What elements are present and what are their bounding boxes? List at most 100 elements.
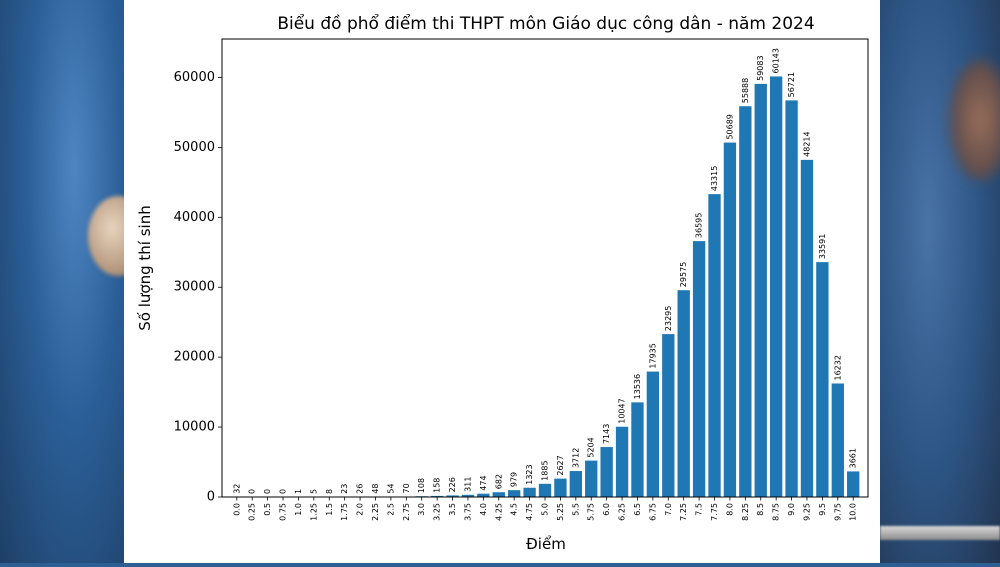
y-axis-label: Số lượng thí sinh [136,205,154,330]
bar-value-label: 55888 [741,78,750,103]
bar [662,334,674,497]
y-tick-label: 50000 [174,140,215,155]
x-tick-label: 7.25 [679,503,688,521]
bar-value-label: 23 [340,484,349,494]
bar-value-label: 36595 [695,213,704,238]
x-axis-label: Điểm [526,535,566,553]
x-tick-label: 5.75 [587,503,596,521]
x-tick-label: 6.25 [618,503,627,521]
y-tick-label: 0 [207,490,215,505]
x-tick-label: 7.5 [695,503,704,516]
x-tick-label: 3.0 [417,503,426,516]
x-tick-label: 1.25 [309,503,318,521]
x-tick-label: 2.0 [356,503,365,516]
bar [647,372,659,497]
bar-value-label: 29575 [679,262,688,287]
bar-value-label: 16232 [833,355,842,380]
x-tick-label: 9.75 [833,503,842,521]
bar [724,143,736,497]
bar-value-label: 50689 [725,114,734,139]
chart-title: Biểu đồ phổ điểm thi THPT môn Giáo dục c… [277,13,814,34]
score-distribution-chart: Biểu đồ phổ điểm thi THPT môn Giáo dục c… [124,0,880,563]
y-tick-label: 30000 [174,280,215,295]
bar-value-label: 0 [279,489,288,494]
x-tick-label: 9.25 [802,503,811,521]
x-tick-label: 8.0 [725,503,734,516]
y-tick-label: 60000 [174,70,215,85]
bar-value-label: 474 [479,475,488,490]
x-tick-label: 2.25 [371,503,380,521]
bar [493,492,505,497]
bar-value-label: 226 [448,477,457,492]
background-right [880,0,1000,563]
bar [708,194,720,497]
x-tick-label: 4.0 [479,503,488,516]
bar-value-label: 59083 [756,55,765,80]
x-tick-label: 4.5 [510,503,519,516]
x-tick-label: 3.5 [448,503,457,516]
bar-value-label: 311 [463,477,472,492]
bar-value-label: 60143 [772,48,781,73]
x-tick-label: 6.75 [648,503,657,521]
bar [600,447,612,497]
bar-value-label: 5 [309,489,318,494]
chart-panel: Biểu đồ phổ điểm thi THPT môn Giáo dục c… [124,0,880,563]
bar [832,384,844,498]
y-tick-label: 20000 [174,350,215,365]
x-tick-label: 10.0 [849,503,858,521]
bar [755,84,767,497]
background-left [0,0,124,563]
bar [770,76,782,497]
bar-value-label: 70 [402,483,411,493]
bar [785,100,797,497]
background-stripe [880,526,1000,540]
bar-value-label: 3712 [571,448,580,468]
x-tick-label: 3.25 [433,503,442,521]
bar-value-label: 682 [494,474,503,489]
bar-value-label: 1885 [541,460,550,480]
x-tick-label: 8.5 [756,503,765,516]
bar-value-label: 32 [232,484,241,494]
x-tick-label: 7.75 [710,503,719,521]
bar [616,427,628,497]
y-tick-label: 10000 [174,420,215,435]
bar-value-label: 23295 [664,306,673,331]
bar-value-label: 48 [371,483,380,493]
x-tick-label: 8.75 [772,503,781,521]
bar-value-label: 33591 [818,234,827,259]
background-blur-shape [950,60,1000,180]
bar-value-label: 158 [433,478,442,493]
x-tick-label: 1.75 [340,503,349,521]
bar-value-label: 1 [294,489,303,494]
bar-value-label: 13536 [633,374,642,399]
bar [847,471,859,497]
bar [539,484,551,497]
bar-value-label: 3661 [849,448,858,468]
x-tick-label: 4.75 [525,503,534,521]
x-tick-label: 6.5 [633,503,642,516]
x-tick-label: 1.5 [325,503,334,516]
bar-value-label: 108 [417,478,426,493]
bar [816,262,828,497]
x-tick-label: 9.5 [818,503,827,516]
x-tick-label: 1.0 [294,503,303,516]
bar-value-label: 0 [248,489,257,494]
bar [801,160,813,497]
bar [631,402,643,497]
y-tick-label: 40000 [174,210,215,225]
x-tick-label: 0.0 [232,503,241,516]
bar [585,461,597,497]
bar-value-label: 43315 [710,166,719,191]
x-tick-label: 3.75 [463,503,472,521]
x-tick-label: 2.5 [386,503,395,516]
bar-value-label: 26 [356,484,365,494]
x-tick-label: 4.25 [494,503,503,521]
bar [554,479,566,497]
bar-value-label: 7143 [602,424,611,444]
x-tick-label: 5.0 [541,503,550,516]
x-tick-label: 6.0 [602,503,611,516]
x-tick-label: 2.75 [402,503,411,521]
bar [570,471,582,497]
bar [739,106,751,497]
bar-value-label: 10047 [618,398,627,423]
